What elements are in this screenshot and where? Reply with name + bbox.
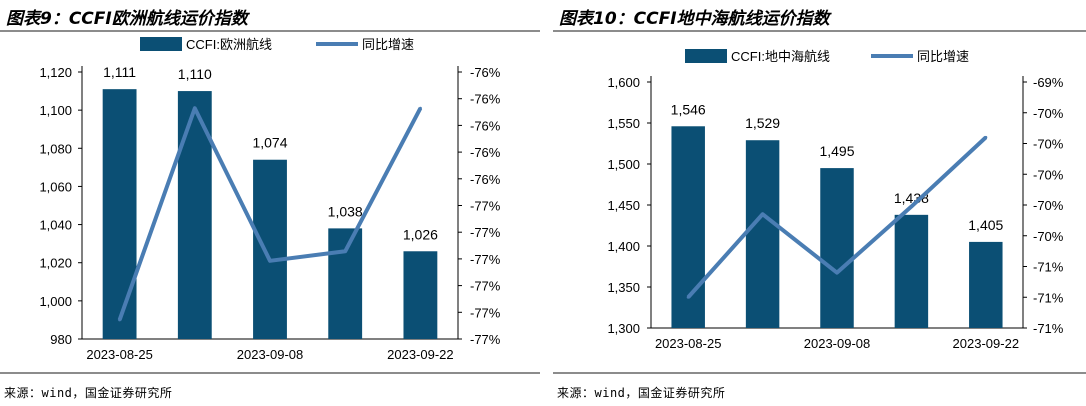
x-tick-label: 2023-09-08 [804, 336, 871, 351]
left-tick-label: 1,300 [607, 321, 640, 336]
right-tick-label: -77% [470, 279, 501, 294]
yoy-growth-point [118, 318, 122, 322]
x-tick-label: 2023-09-08 [237, 347, 304, 362]
chart-panel-europe: 图表9：CCFI欧洲航线运价指数 CCFI:欧洲航线 同比增速 980 1,000 1,… [0, 0, 540, 406]
yoy-growth-point [343, 249, 347, 253]
left-tick-label: 1,350 [607, 280, 640, 295]
source-note: 来源：wind，国金证券研究所 [557, 386, 726, 400]
left-tick-label: 1,100 [39, 103, 72, 118]
yoy-growth-point [686, 295, 690, 299]
chart-title: 图表10：CCFI地中海航线运价指数 [559, 9, 830, 29]
bar [745, 140, 780, 328]
source-note: 来源：wind，国金证券研究所 [4, 386, 173, 400]
left-tick-label: 1,550 [607, 116, 640, 131]
bar [820, 168, 854, 328]
chart-title: 图表9：CCFI欧洲航线运价指数 [6, 9, 248, 29]
left-tick-label: 1,040 [39, 218, 72, 233]
yoy-growth-point [193, 106, 197, 110]
bar-data-label: 1,110 [178, 66, 212, 82]
bar-data-label: 1,111 [103, 64, 136, 80]
right-tick-label: -77% [470, 225, 501, 240]
left-tick-label: 980 [50, 332, 72, 347]
chart-panel-mediterranean: 图表10：CCFI地中海航线运价指数 CCFI:地中海航线 同比增速 1,300 1,… [553, 0, 1086, 406]
source-rule [0, 372, 540, 374]
right-tick-label: -76% [470, 118, 501, 133]
right-tick-label: -70% [1033, 137, 1064, 152]
right-tick-label: -77% [470, 199, 501, 214]
legend-bar-swatch [140, 37, 182, 51]
x-tick-label: 2023-08-25 [655, 336, 722, 351]
title-rule [553, 30, 1086, 32]
left-tick-label: 1,120 [39, 65, 72, 80]
right-tick-label: -76% [470, 172, 501, 187]
right-tick-label: -71% [1033, 290, 1064, 305]
legend-line-label: 同比增速 [362, 37, 414, 52]
bar-data-label: 1,495 [819, 143, 854, 159]
legend-line-label: 同比增速 [917, 49, 969, 64]
right-tick-label: -77% [470, 305, 501, 320]
bar-data-label: 1,438 [894, 190, 929, 206]
left-tick-label: 1,020 [39, 256, 72, 271]
yoy-growth-point [761, 212, 765, 216]
bar-data-label: 1,546 [671, 101, 706, 117]
left-tick-label: 1,600 [607, 75, 640, 90]
legend-bar-label: CCFI:欧洲航线 [186, 37, 272, 52]
europe-route-chart: CCFI:欧洲航线 同比增速 980 1,000 1,020 1,040 1,060 1,08… [39, 37, 501, 362]
legend-bar-label: CCFI:地中海航线 [731, 49, 830, 64]
right-tick-label: -70% [1033, 106, 1064, 121]
right-tick-label: -77% [470, 332, 501, 347]
right-tick-label: -70% [1033, 229, 1064, 244]
right-tick-label: -76% [470, 65, 501, 80]
right-tick-label: -70% [1033, 198, 1064, 213]
left-tick-label: 1,500 [607, 157, 640, 172]
right-tick-label: -76% [470, 145, 501, 160]
source-rule [553, 372, 1086, 374]
left-tick-label: 1,450 [607, 198, 640, 213]
bar [102, 89, 137, 339]
right-tick-label: -77% [470, 252, 501, 267]
yoy-growth-point [835, 271, 839, 275]
x-tick-label: 2023-09-22 [387, 347, 454, 362]
bar [253, 159, 287, 339]
x-tick-label: 2023-08-25 [86, 347, 153, 362]
yoy-growth-point [984, 135, 988, 139]
bar-data-label: 1,529 [745, 115, 780, 131]
right-tick-label: -70% [1033, 167, 1064, 182]
left-tick-label: 1,000 [39, 294, 72, 309]
right-tick-label: -69% [1033, 75, 1064, 90]
yoy-growth-point [418, 106, 422, 110]
bar [403, 251, 438, 339]
bar-data-label: 1,405 [968, 217, 1003, 233]
bar [969, 241, 1003, 328]
bar [328, 228, 363, 339]
yoy-growth-point [268, 259, 272, 263]
right-tick-label: -76% [470, 92, 501, 107]
bar-data-label: 1,038 [328, 203, 363, 219]
title-rule [0, 30, 540, 32]
bar-data-label: 1,074 [252, 135, 287, 151]
bar [894, 214, 929, 328]
right-tick-label: -71% [1033, 321, 1064, 336]
bar-data-label: 1,026 [403, 226, 438, 242]
yoy-growth-point [909, 205, 913, 209]
left-tick-label: 1,060 [39, 179, 72, 194]
left-tick-label: 1,080 [39, 141, 72, 156]
left-tick-label: 1,400 [607, 239, 640, 254]
right-tick-label: -71% [1033, 260, 1064, 275]
legend-bar-swatch [685, 49, 727, 63]
x-tick-label: 2023-09-22 [953, 336, 1020, 351]
mediterranean-route-chart: CCFI:地中海航线 同比增速 1,300 1,350 1,400 1,450 1,500 1… [607, 49, 1064, 351]
